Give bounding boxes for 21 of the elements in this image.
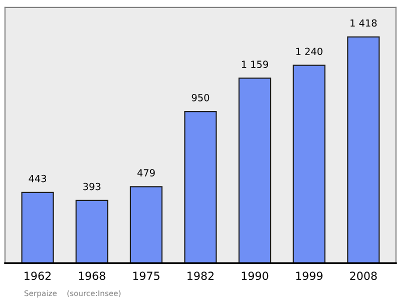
x-tick-label: 1975 — [133, 272, 160, 280]
data-label: 1 240 — [296, 48, 322, 56]
data-label: 393 — [83, 182, 100, 190]
bar — [130, 186, 162, 264]
x-tick-label: 2008 — [350, 272, 377, 280]
bar — [292, 64, 326, 264]
data-label: 443 — [28, 174, 46, 182]
bar — [184, 110, 217, 264]
x-tick-label: 1982 — [188, 272, 214, 280]
bar — [76, 200, 108, 264]
bar — [347, 36, 380, 264]
data-label: 1 159 — [242, 60, 268, 68]
data-label: 1 418 — [350, 19, 377, 27]
data-label: 950 — [192, 94, 210, 102]
x-tick-label: 1999 — [296, 272, 322, 280]
x-tick-label: 1962 — [24, 272, 51, 280]
x-tick-label: 1968 — [78, 272, 106, 280]
x-tick-label: 1990 — [242, 272, 268, 280]
bar — [238, 78, 272, 264]
bar — [21, 192, 54, 264]
data-label: 479 — [137, 169, 155, 176]
